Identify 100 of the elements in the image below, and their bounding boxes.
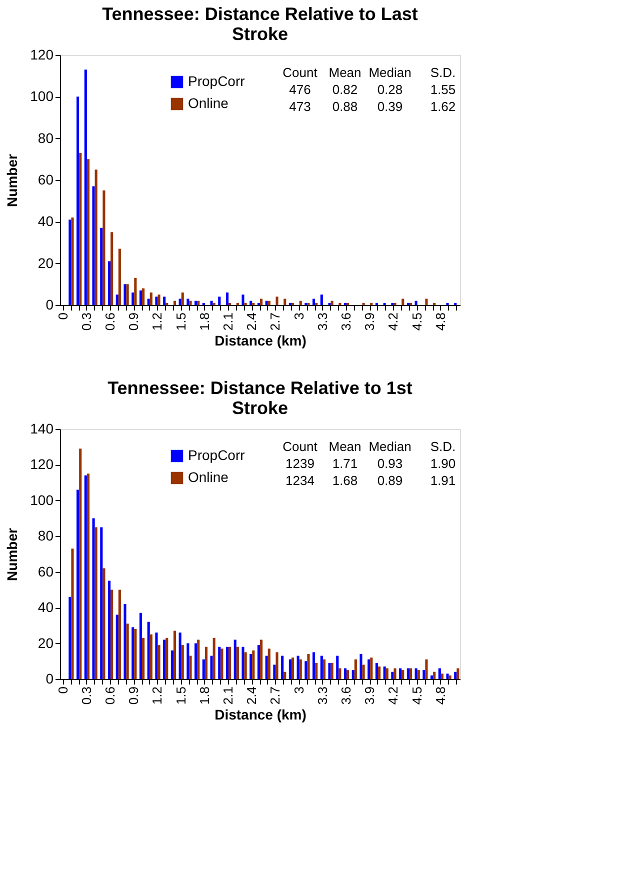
y-axis-title: Number [4,528,20,581]
annotation: 1.71 [332,456,358,471]
x-tick-label: 1.2 [150,312,165,331]
annotation: 0.82 [332,82,358,97]
bar [312,298,316,305]
bar [344,668,347,679]
x-tick-label: 1.5 [173,686,188,705]
annotation: 473 [289,99,311,114]
x-tick-label: 1.8 [196,312,212,331]
bar [296,656,300,679]
x-tick-label: 0.6 [102,686,118,705]
bar [320,656,323,679]
bar [150,292,152,305]
x-tick-label: 0.6 [102,312,118,331]
bar [307,654,310,679]
bar [197,640,200,679]
bar [276,652,278,679]
x-tick-label: 2.4 [244,312,260,331]
x-tick-label: 1.8 [196,686,212,705]
bar [291,658,294,679]
bar [71,218,74,305]
bar [352,670,354,679]
bar [150,634,152,679]
bar [265,656,268,679]
bar [284,298,286,305]
bar [354,659,357,679]
x-tick-label: 2.7 [268,312,283,331]
x-tick-label: 3.3 [314,312,330,331]
x-tick-label: 4.5 [409,312,424,331]
bar [163,640,166,679]
bar [328,662,331,679]
bar [244,652,247,679]
x-tick-label: 4.2 [386,312,401,331]
bar [181,645,184,679]
bar [370,658,373,679]
bar [260,298,263,305]
x-tick-label: 3 [291,686,306,694]
y-tick-label: 140 [30,420,54,436]
bar [86,159,90,305]
x-tick-label: 0.9 [126,312,142,331]
bar [186,298,190,305]
bar [170,650,174,679]
annotation: 0.88 [332,99,358,114]
bar [252,650,255,679]
y-tick-label: 120 [30,46,54,62]
bar [250,654,252,679]
bar [116,614,118,679]
bar [163,296,166,305]
bar [330,300,334,305]
x-axis-title: Distance (km) [214,332,306,349]
annotation: 1.62 [430,99,456,114]
bar [126,624,129,679]
bar [92,186,95,305]
y-tick-label: 40 [38,213,54,230]
bar [139,612,142,679]
legend-label: Online [188,95,229,111]
bar [336,656,339,679]
bar [242,294,244,305]
bar [218,646,221,679]
y-tick-label: 20 [38,254,54,271]
bar [126,284,129,305]
bar [378,666,381,679]
legend-label: Online [188,469,229,485]
x-tick-label: 3.6 [338,686,354,705]
bar [86,474,90,679]
annotation: Median [368,439,412,454]
x-tick-label: 3.6 [338,312,354,331]
bar [456,668,460,679]
annotation: 0.89 [377,473,403,488]
bar [265,300,268,305]
bar [446,674,449,679]
bar [181,292,184,305]
bar [108,580,111,679]
annotation: Mean [328,439,362,454]
bar [102,190,106,305]
x-tick-label: 0 [55,312,70,320]
bar [158,294,160,305]
bar [68,220,72,305]
bar [438,668,441,679]
annotation: 0.39 [377,99,403,114]
bar [322,659,326,679]
x-tick-label: 4.5 [409,686,424,705]
bar [299,300,302,305]
bar [250,300,252,305]
bar [210,656,213,679]
bar [110,590,114,679]
annotation: 1.55 [430,82,456,97]
x-tick-label: 2.4 [244,686,260,705]
bar [312,652,316,679]
bar [422,670,426,679]
annotation: 0.28 [377,82,403,97]
bar [173,630,176,679]
bar [189,300,192,305]
bar [100,228,103,305]
bar [202,659,205,679]
annotation: 1.91 [430,473,456,488]
chart-title: Tennessee: Distance Relative to Last Stroke [102,4,418,44]
bar [368,659,370,679]
y-tick-label: 80 [38,528,54,544]
bar [406,668,410,679]
